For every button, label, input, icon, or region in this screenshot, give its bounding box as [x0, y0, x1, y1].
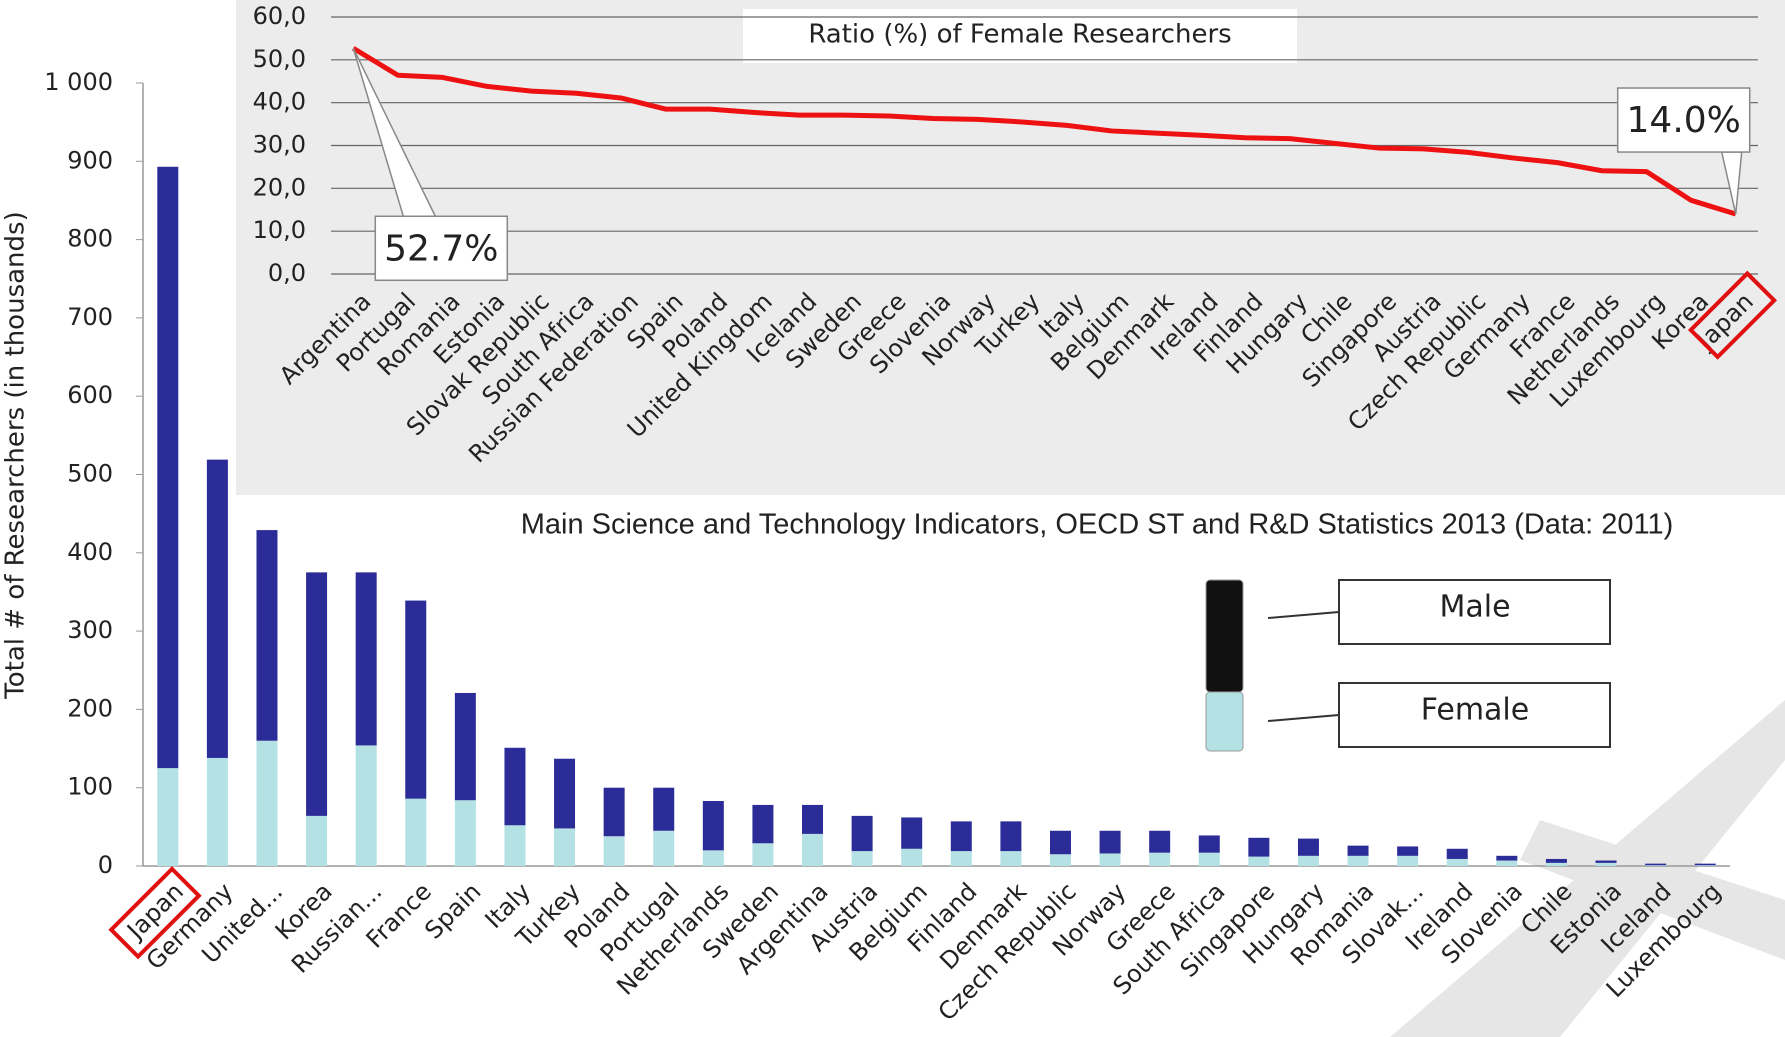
data-label: 14.0%	[1627, 100, 1741, 141]
y-tick-label: 0	[98, 851, 113, 879]
bar-segment	[1496, 861, 1517, 866]
bar-segment	[752, 805, 773, 843]
bar-segment	[901, 817, 922, 848]
legend-label: Female	[1421, 693, 1529, 728]
y-axis-label: Total # of Researchers (in thousands)	[1, 211, 31, 699]
y-tick-label: 50,0	[253, 45, 306, 73]
y-tick-label: 1 000	[44, 68, 113, 96]
inset-title: Ratio (%) of Female Researchers	[808, 20, 1231, 50]
x-tick-label: Spain	[419, 877, 486, 944]
bar-segment	[256, 741, 277, 866]
y-tick-label: 20,0	[253, 173, 306, 201]
source-note: Main Science and Technology Indicators, …	[521, 509, 1674, 541]
bar-segment	[1348, 856, 1369, 866]
bar-segment	[1447, 849, 1468, 859]
bar-segment	[455, 800, 476, 866]
bar-segment	[703, 850, 724, 866]
bar-segment	[1397, 846, 1418, 855]
bar-segment	[653, 788, 674, 831]
bar-segment	[306, 572, 327, 816]
y-tick-label: 0,0	[268, 259, 306, 287]
y-tick-label: 100	[67, 773, 113, 801]
bar-segment	[1348, 846, 1369, 856]
bar-segment	[1199, 853, 1220, 866]
bar-segment	[802, 834, 823, 866]
data-label: 52.7%	[384, 228, 498, 269]
y-tick-label: 600	[67, 381, 113, 409]
bar-segment	[405, 601, 426, 799]
bar-segment	[852, 816, 873, 851]
bar-segment	[1149, 831, 1170, 853]
bar-segment	[157, 167, 178, 768]
bar-segment	[1645, 865, 1666, 866]
bar-segment	[604, 836, 625, 866]
bar-segment	[207, 460, 228, 758]
bar-segment	[1100, 831, 1121, 854]
y-tick-label: 40,0	[253, 88, 306, 116]
bar-segment	[1149, 853, 1170, 866]
legend-connector	[1268, 612, 1339, 618]
legend-label: Male	[1439, 590, 1510, 625]
y-tick-label: 300	[67, 616, 113, 644]
bar-segment	[1199, 835, 1220, 852]
y-tick-label: 10,0	[253, 216, 306, 244]
bar-segment	[554, 759, 575, 829]
bar-segment	[1298, 839, 1319, 856]
legend-swatch	[1206, 692, 1243, 751]
bar-segment	[1298, 856, 1319, 866]
bar-segment	[604, 788, 625, 837]
bar-segment	[1050, 854, 1071, 866]
bar-segment	[802, 805, 823, 834]
bar-segment	[951, 821, 972, 851]
y-tick-label: 900	[67, 146, 113, 174]
y-tick-label: 500	[67, 460, 113, 488]
bar-segment	[1248, 857, 1269, 866]
bar-segment	[256, 530, 277, 741]
bar-segment	[356, 745, 377, 866]
bar-segment	[306, 816, 327, 866]
bar-segment	[1496, 856, 1517, 861]
bar-segment	[1596, 863, 1617, 866]
bar-segment	[1695, 865, 1716, 866]
bar-segment	[1397, 856, 1418, 866]
bar-segment	[455, 693, 476, 800]
bar-segment	[752, 843, 773, 866]
legend-swatch	[1206, 580, 1243, 692]
bar-segment	[504, 825, 525, 866]
bar-segment	[207, 758, 228, 866]
bar-segment	[1100, 853, 1121, 866]
y-tick-label: 60,0	[253, 2, 306, 30]
bar-segment	[1645, 864, 1666, 866]
bar-segment	[1000, 851, 1021, 866]
bar-segment	[157, 768, 178, 866]
bar-segment	[1546, 859, 1567, 863]
bar-segment	[554, 828, 575, 866]
bar-segment	[504, 748, 525, 826]
bar-segment	[653, 831, 674, 866]
bar-segment	[1248, 838, 1269, 857]
y-tick-label: 30,0	[253, 131, 306, 159]
bar-segment	[1596, 861, 1617, 863]
legend-connector	[1268, 715, 1339, 721]
bar-segment	[901, 849, 922, 866]
y-tick-label: 400	[67, 538, 113, 566]
bar-segment	[951, 851, 972, 866]
bar-segment	[1000, 821, 1021, 851]
bar-segment	[852, 851, 873, 866]
y-tick-label: 800	[67, 225, 113, 253]
bar-segment	[356, 572, 377, 745]
y-tick-label: 200	[67, 694, 113, 722]
bar-segment	[703, 801, 724, 850]
chart: Main Science and Technology Indicators, …	[0, 0, 1785, 1037]
bar-segment	[405, 799, 426, 866]
bar-segment	[1546, 863, 1567, 866]
bar-segment	[1050, 831, 1071, 854]
bar-segment	[1447, 859, 1468, 866]
bar-segment	[1695, 864, 1716, 866]
y-tick-label: 700	[67, 303, 113, 331]
